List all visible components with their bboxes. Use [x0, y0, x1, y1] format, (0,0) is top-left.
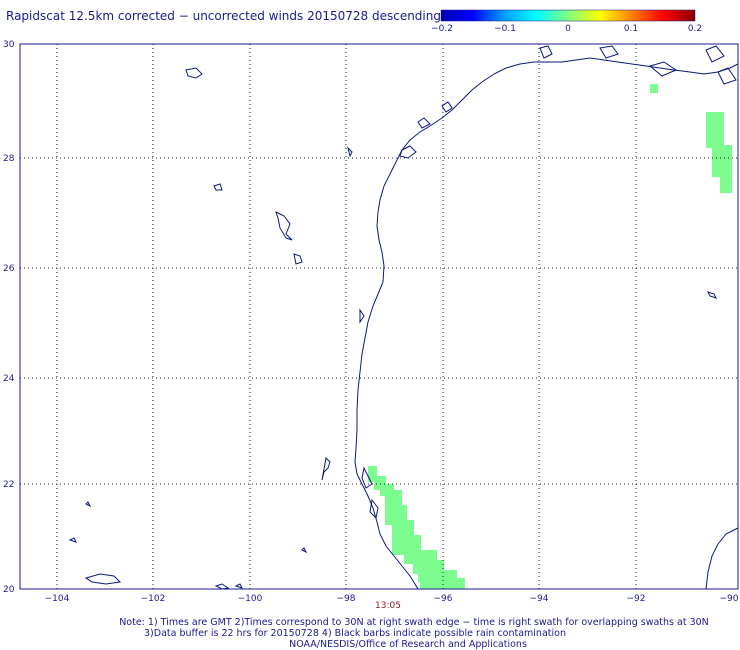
- swath-data: [368, 84, 732, 589]
- colorbar-label: 0.2: [688, 24, 702, 34]
- footnotes: Note: 1) Times are GMT 2)Times correspon…: [119, 617, 709, 650]
- note-line-3: NOAA/NESDIS/Office of Research and Appli…: [289, 639, 527, 650]
- map-panel: 30 28 26 24 22 20 −104 −102 −100 −98 −96…: [3, 40, 739, 611]
- swath-cell: [720, 175, 732, 193]
- coastline: [68, 45, 739, 590]
- lat-tick-label: 22: [3, 480, 14, 490]
- swath-cell: [420, 578, 465, 589]
- lake-outline: [84, 573, 122, 585]
- colorbar-label: −0.2: [431, 24, 453, 34]
- lake-outline: [293, 253, 303, 265]
- bay-detail: [399, 145, 417, 159]
- lake-outline: [234, 583, 243, 589]
- lon-tick-label: −92: [627, 594, 646, 604]
- lake-outline: [213, 183, 223, 191]
- lake-outline: [301, 547, 308, 554]
- bay-detail: [361, 466, 373, 489]
- lake-outline: [214, 583, 230, 590]
- lat-tick-label: 28: [3, 154, 15, 164]
- bay-detail: [359, 308, 365, 324]
- lon-tick-label: −102: [141, 594, 166, 604]
- swath-cell: [392, 520, 414, 538]
- colorbar-bar: [440, 9, 696, 22]
- gulf-coast-line: [354, 57, 739, 590]
- bay-detail: [705, 45, 725, 63]
- bay-detail: [648, 61, 678, 77]
- lon-tick-label: −100: [238, 594, 263, 604]
- graticule: [20, 44, 738, 589]
- colorbar-label: 0: [565, 24, 571, 34]
- lake-outline: [707, 291, 717, 299]
- note-line-2: 3)Data buffer is 22 hrs for 20150728 4) …: [144, 628, 566, 639]
- bay-detail: [539, 45, 553, 59]
- lon-tick-label: −94: [530, 594, 549, 604]
- swath-cell: [712, 145, 732, 177]
- map-border: [19, 43, 739, 590]
- colorbar-label: 0.1: [624, 24, 638, 34]
- lake-outline: [185, 67, 203, 79]
- lat-tick-label: 30: [3, 40, 15, 50]
- colorbar: −0.2 −0.1 0 0.1 0.2: [431, 9, 702, 34]
- map-title: Rapidscat 12.5km corrected − uncorrected…: [6, 9, 441, 23]
- swath-cell: [650, 84, 658, 93]
- swath-cell: [385, 490, 402, 508]
- colorbar-label: −0.1: [494, 24, 516, 34]
- lake-outline: [275, 211, 293, 241]
- bay-detail: [369, 498, 379, 520]
- lon-tick-label: −98: [337, 594, 356, 604]
- swath-cell: [706, 112, 724, 148]
- lat-tick-label: 20: [3, 585, 15, 595]
- swath-time-label: 13:05: [375, 601, 401, 611]
- bay-detail: [441, 101, 453, 113]
- lat-tick-label: 26: [3, 264, 15, 274]
- bay-detail: [417, 117, 431, 129]
- lake-outline: [85, 501, 92, 508]
- lat-tick-label: 24: [3, 374, 15, 384]
- bay-detail: [717, 67, 737, 85]
- map-frame: [20, 44, 738, 589]
- yucatan-coast: [705, 527, 739, 590]
- lake-outline: [321, 456, 331, 481]
- note-line-1: Note: 1) Times are GMT 2)Times correspon…: [119, 617, 709, 628]
- lon-tick-label: −96: [434, 594, 453, 604]
- bay-detail: [347, 146, 353, 158]
- lake-outline: [68, 537, 77, 543]
- swath-cell: [368, 466, 377, 482]
- lon-tick-label: −104: [45, 594, 70, 604]
- bay-detail: [599, 45, 619, 59]
- lon-tick-label: −90: [720, 594, 739, 604]
